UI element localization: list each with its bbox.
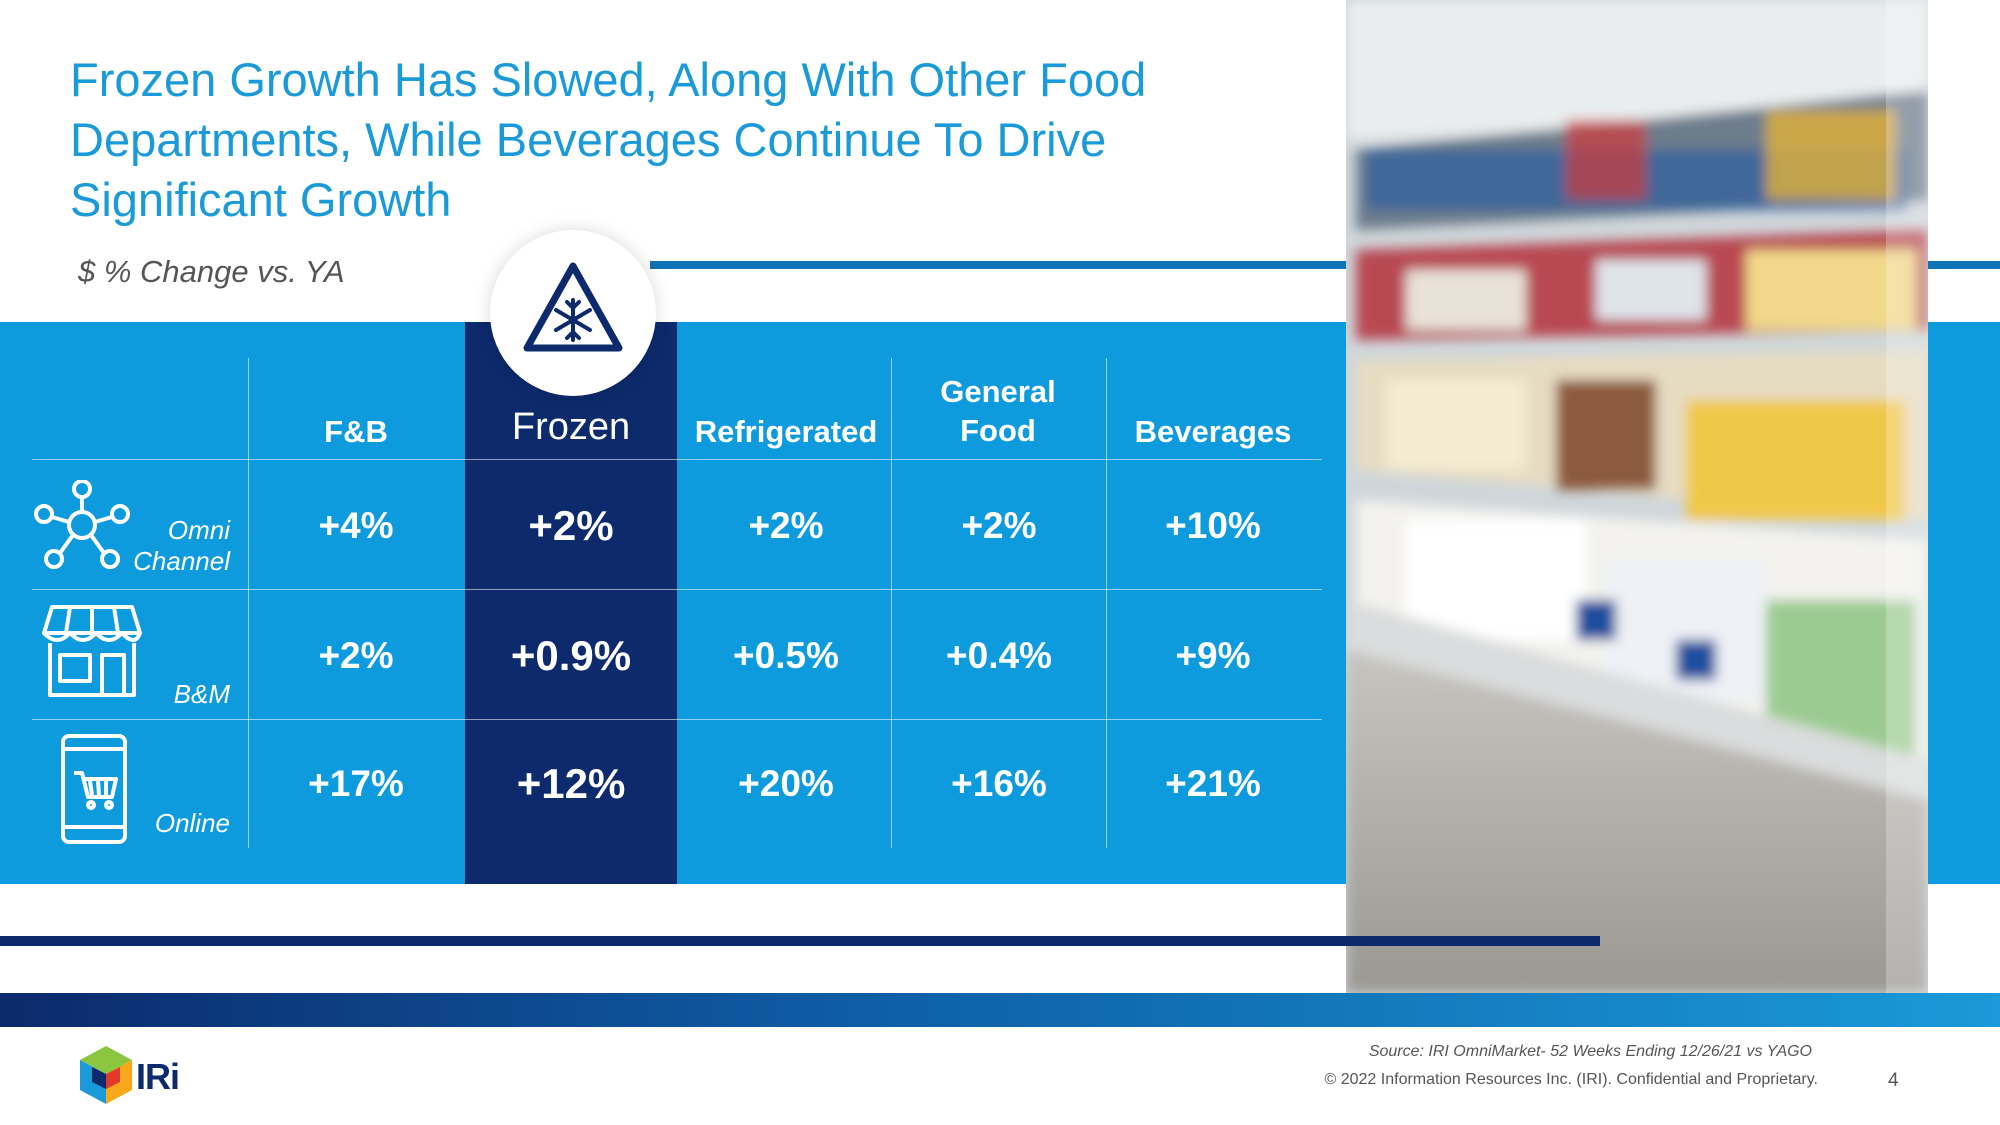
bottom-accent-line [0,936,1600,946]
cell-online-refrigerated: +20% [738,763,834,804]
row-rule [32,589,1322,590]
network-icon [34,480,130,569]
row-rule [32,719,1322,720]
column-header-refrigerated: Refrigerated [694,414,878,449]
footer-gradient-band [0,993,2000,1027]
storefront-icon [42,605,142,697]
page-number: 4 [1888,1070,1899,1091]
iri-logo-text: IRi [136,1056,180,1097]
top-accent-line [650,261,2000,269]
cell-omni-refrigerated: +2% [748,505,824,546]
column-header-frozen: Frozen [511,406,631,448]
cell-bm-fb: +2% [318,635,394,676]
cell-omni-frozen: +2% [528,502,614,549]
cell-online-beverages: +21% [1165,763,1261,804]
cell-bm-general-food: +0.4% [946,635,1052,676]
row-label-bm: B&M [173,679,230,709]
chart-subtitle: $ % Change vs. YA [78,254,345,289]
column-rule [248,358,249,848]
frozen-column-highlight [465,322,677,884]
iri-logo-icon [80,1046,132,1104]
column-header-general-food: General Food [940,374,1056,448]
cell-bm-refrigerated: +0.5% [733,635,839,676]
copyright-note: © 2022 Information Resources Inc. (IRI).… [1324,1071,1819,1088]
frozen-badge [490,230,656,396]
cell-omni-beverages: +10% [1165,505,1261,546]
source-note: Source: IRI OmniMarket- 52 Weeks Ending … [1368,1043,1812,1060]
column-header-beverages: Beverages [1134,414,1292,449]
slide-title: Frozen Growth Has Slowed, Along With Oth… [70,53,1147,226]
cell-online-frozen: +12% [516,760,626,807]
cell-bm-beverages: +9% [1175,635,1251,676]
cell-omni-general-food: +2% [961,505,1037,546]
column-rule [1106,358,1107,848]
header-rule [32,459,1322,460]
footer [0,1027,2000,1125]
snowflake-warning-icon [523,262,623,352]
cell-bm-frozen: +0.9% [510,632,632,679]
row-label-omni-channel: Omni Channel [133,515,230,576]
freezer-aisle-photo [1346,0,1928,993]
cell-online-fb: +17% [308,763,404,804]
column-rule [891,358,892,848]
cell-online-general-food: +16% [951,763,1047,804]
mobile-cart-icon [61,734,127,844]
right-band-accent [1928,322,2000,884]
row-label-online: Online [154,808,230,838]
cell-omni-fb: +4% [318,505,394,546]
column-header-fb: F&B [324,414,388,449]
